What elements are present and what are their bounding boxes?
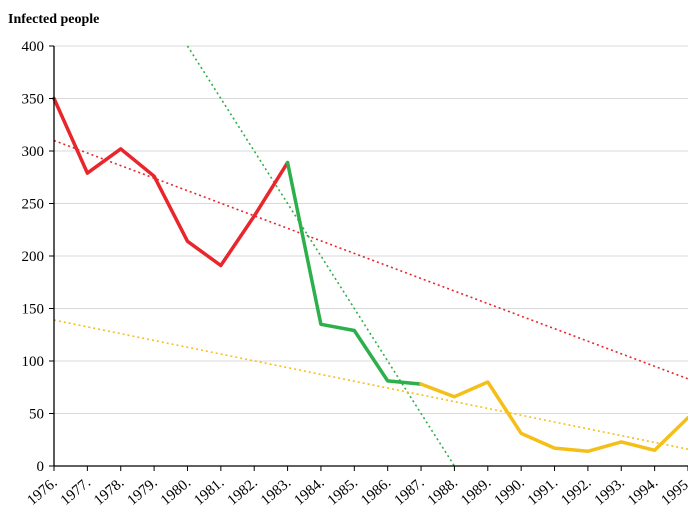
x-tick-label: 1981.	[191, 475, 227, 509]
x-tick-label: 1985.	[325, 475, 361, 509]
y-tick-label: 150	[22, 302, 45, 318]
series-line	[285, 160, 423, 386]
x-tick-label: 1993.	[592, 475, 628, 509]
x-tick-label: 1988.	[425, 475, 461, 509]
x-tick-label: 1979.	[125, 475, 161, 509]
y-tick-label: 300	[22, 144, 45, 160]
y-tick-label: 50	[29, 407, 44, 423]
x-tick-label: 1995.	[658, 475, 688, 509]
y-tick-labels: 0 50 100 150 200 250 300 350 400	[22, 39, 54, 475]
y-tick-label: 400	[22, 39, 45, 55]
x-tick-label: 1994.	[625, 475, 661, 509]
x-tick-label: 1980.	[158, 475, 194, 509]
series-line	[52, 96, 290, 268]
x-tick-label: 1983.	[258, 475, 294, 509]
x-tick-labels: 1976.1977.1978.1979.1980.1981.1982.1983.…	[24, 466, 688, 509]
y-tick-label: 250	[22, 197, 45, 213]
trendline	[53, 319, 688, 450]
trendline	[53, 139, 688, 380]
x-tick-label: 1976.	[24, 475, 60, 509]
x-tick-label: 1987.	[391, 475, 427, 509]
x-tick-label: 1977.	[58, 475, 94, 509]
x-tick-label: 1989.	[458, 475, 494, 509]
x-tick-label: 1986.	[358, 475, 394, 509]
y-tick-label: 200	[22, 249, 45, 265]
series-line	[419, 380, 688, 454]
data-series	[52, 96, 688, 454]
x-tick-label: 1990.	[492, 475, 528, 509]
y-tick-label: 350	[22, 92, 45, 108]
x-tick-label: 1982.	[225, 475, 261, 509]
x-tick-label: 1991.	[525, 475, 561, 509]
y-axis-title: Infected people	[8, 12, 99, 27]
x-tick-label: 1984.	[291, 475, 327, 509]
y-tick-label: 0	[37, 459, 45, 475]
y-tick-label: 100	[22, 354, 45, 370]
gridlines	[54, 45, 688, 414]
x-tick-label: 1992.	[558, 475, 594, 509]
x-tick-label: 1978.	[91, 475, 127, 509]
